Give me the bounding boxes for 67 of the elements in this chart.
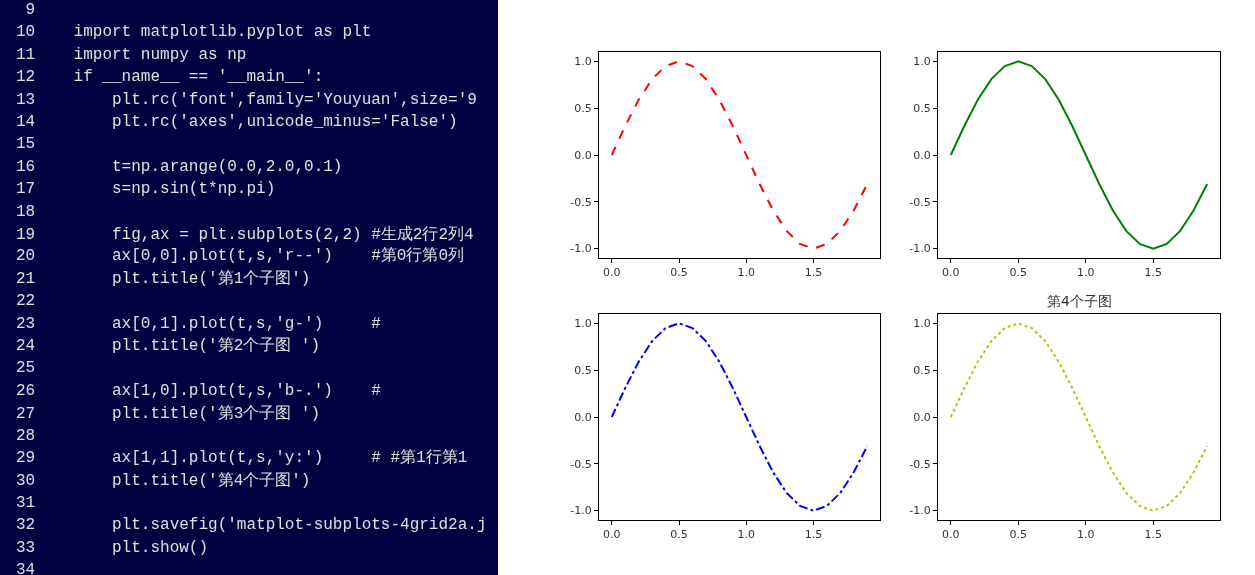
y-tick-label: 0.5 — [913, 102, 931, 116]
x-tick-label: 1.0 — [1077, 266, 1095, 280]
text: 32 plt.savefig('matplot-subplots-4grid2a.j — [16, 516, 487, 534]
y-tick-label: -1.0 — [570, 504, 592, 518]
text: 26 ax[1,0].plot(t,s,'b-.') # — [16, 382, 382, 400]
y-tick-label: 0.5 — [574, 364, 592, 378]
x-tick-label: 0.0 — [603, 528, 621, 542]
x-tick-label: 0.5 — [1009, 266, 1028, 280]
y-tick-label: 1.0 — [574, 55, 592, 69]
chart-title: 第4个子图 — [1047, 293, 1112, 309]
text: 12 if __name__ == '__main__': — [16, 68, 324, 86]
text: 18 — [16, 203, 74, 221]
y-tick-label: 0.5 — [913, 364, 931, 378]
text: 24 plt.title('第2个子图 ') — [16, 336, 321, 355]
x-tick-label: 0.0 — [942, 266, 960, 280]
text: 29 ax[1,1].plot(t,s,'y:') # #第1行第1 — [16, 449, 468, 467]
text: 22 — [16, 292, 74, 310]
y-tick-label: 0.5 — [574, 102, 592, 116]
y-tick-label: -1.0 — [570, 242, 592, 256]
x-tick-label: 1.5 — [804, 266, 823, 280]
text: 15 — [16, 135, 74, 153]
x-tick-label: 0.5 — [1009, 528, 1028, 542]
x-tick-label: 0.5 — [670, 528, 688, 542]
y-tick-label: -1.0 — [909, 242, 931, 256]
x-tick-label: 1.5 — [804, 528, 823, 542]
y-tick-label: -0.5 — [909, 457, 931, 471]
line-series — [949, 60, 1209, 250]
y-tick-label: -0.5 — [570, 195, 592, 209]
x-tick-label: 1.5 — [1144, 528, 1162, 542]
text: 17 s=np.sin(t*np.pi) — [16, 180, 276, 198]
y-tick-label: 0.0 — [913, 410, 931, 424]
text: 25 — [16, 359, 74, 377]
y-tick-label: -1.0 — [909, 504, 931, 518]
text: 19 fig,ax = plt.subplots(2,2) #生成2行2列4 — [16, 225, 474, 244]
text: 11 import numpy as np — [16, 46, 247, 64]
x-tick-label: 0.0 — [942, 528, 960, 542]
text: 27 plt.title('第3个子图 ') — [16, 404, 321, 423]
y-tick-label: 1.0 — [913, 317, 931, 331]
y-tick-label: 0.0 — [574, 148, 592, 162]
text: 23 ax[0,1].plot(t,s,'g-') # — [16, 315, 382, 333]
x-tick-label: 1.5 — [1144, 266, 1162, 280]
text: 21 plt.title('第1个子图') — [16, 269, 311, 288]
x-tick-label: 1.0 — [737, 266, 755, 280]
x-tick-label: 1.0 — [1077, 528, 1095, 542]
text: 16 t=np.arange(0.0,2.0,0.1) — [16, 158, 343, 176]
y-tick-label: 0.0 — [574, 410, 592, 424]
text: 13 plt.rc('font',family='Youyuan',size='9 — [16, 91, 477, 109]
text: 34 — [16, 561, 74, 575]
y-tick-label: 1.0 — [574, 317, 592, 331]
line-series — [949, 322, 1209, 512]
x-tick-label: 0.5 — [670, 266, 688, 280]
text: 10 import matplotlib.pyplot as plt — [16, 23, 372, 41]
text: 30 plt.title('第4个子图') — [16, 471, 311, 490]
text: 28 — [16, 427, 74, 445]
y-tick-label: 0.0 — [913, 148, 931, 162]
x-tick-label: 0.0 — [603, 266, 621, 280]
y-tick-label: 1.0 — [913, 55, 931, 69]
y-tick-label: -0.5 — [570, 457, 592, 471]
y-tick-label: -0.5 — [909, 195, 931, 209]
text: 31 — [16, 494, 74, 512]
text: 14 plt.rc('axes',unicode_minus='False') — [16, 113, 458, 131]
text: 33 plt.show() — [16, 539, 209, 557]
text: 20 ax[0,0].plot(t,s,'r--') #第0行第0列 — [16, 247, 465, 265]
line-series — [610, 60, 869, 250]
line-series — [610, 322, 869, 512]
x-tick-label: 1.0 — [737, 528, 755, 542]
text: 9 — [16, 1, 74, 19]
